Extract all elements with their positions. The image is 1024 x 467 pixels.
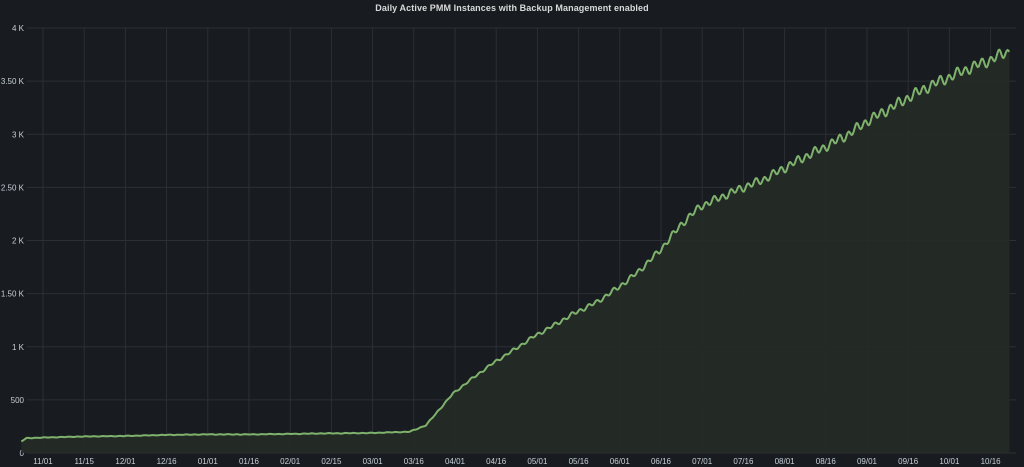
y-tick-label: 0	[20, 449, 25, 458]
y-tick-label: 1.50 K	[1, 290, 25, 299]
x-tick-label: 11/01	[33, 457, 53, 466]
x-tick-label: 01/16	[239, 457, 260, 466]
x-tick-label: 07/16	[733, 457, 754, 466]
x-tick-label: 11/15	[74, 457, 94, 466]
x-tick-label: 04/01	[445, 457, 466, 466]
x-tick-label: 02/01	[280, 457, 301, 466]
series-line	[20, 48, 1010, 443]
y-tick-label: 2.50 K	[1, 183, 25, 192]
x-tick-label: 03/16	[404, 457, 425, 466]
y-tick-label: 500	[11, 396, 25, 405]
panel-title: Daily Active PMM Instances with Backup M…	[375, 3, 649, 13]
y-tick-label: 3.50 K	[1, 77, 25, 86]
x-tick-label: 09/16	[898, 457, 919, 466]
x-tick-label: 09/01	[857, 457, 878, 466]
series-area	[21, 49, 1010, 453]
x-tick-label: 12/16	[157, 457, 178, 466]
x-tick-label: 06/16	[651, 457, 672, 466]
y-tick-label: 4 K	[12, 24, 25, 33]
y-tick-label: 3 K	[12, 130, 25, 139]
x-tick-label: 06/01	[610, 457, 631, 466]
x-tick-label: 02/15	[321, 457, 342, 466]
y-tick-label: 1 K	[12, 343, 25, 352]
x-tick-label: 01/01	[198, 457, 219, 466]
y-tick-label: 2 K	[12, 237, 25, 246]
x-tick-label: 10/01	[939, 457, 960, 466]
x-tick-label: 08/16	[816, 457, 837, 466]
x-tick-label: 04/16	[486, 457, 507, 466]
x-tick-label: 05/01	[527, 457, 548, 466]
x-tick-label: 12/01	[115, 457, 136, 466]
x-tick-label: 03/01	[363, 457, 384, 466]
x-tick-label: 05/16	[569, 457, 590, 466]
x-tick-label: 08/01	[775, 457, 796, 466]
x-tick-label: 10/16	[981, 457, 1002, 466]
x-tick-label: 07/01	[692, 457, 713, 466]
